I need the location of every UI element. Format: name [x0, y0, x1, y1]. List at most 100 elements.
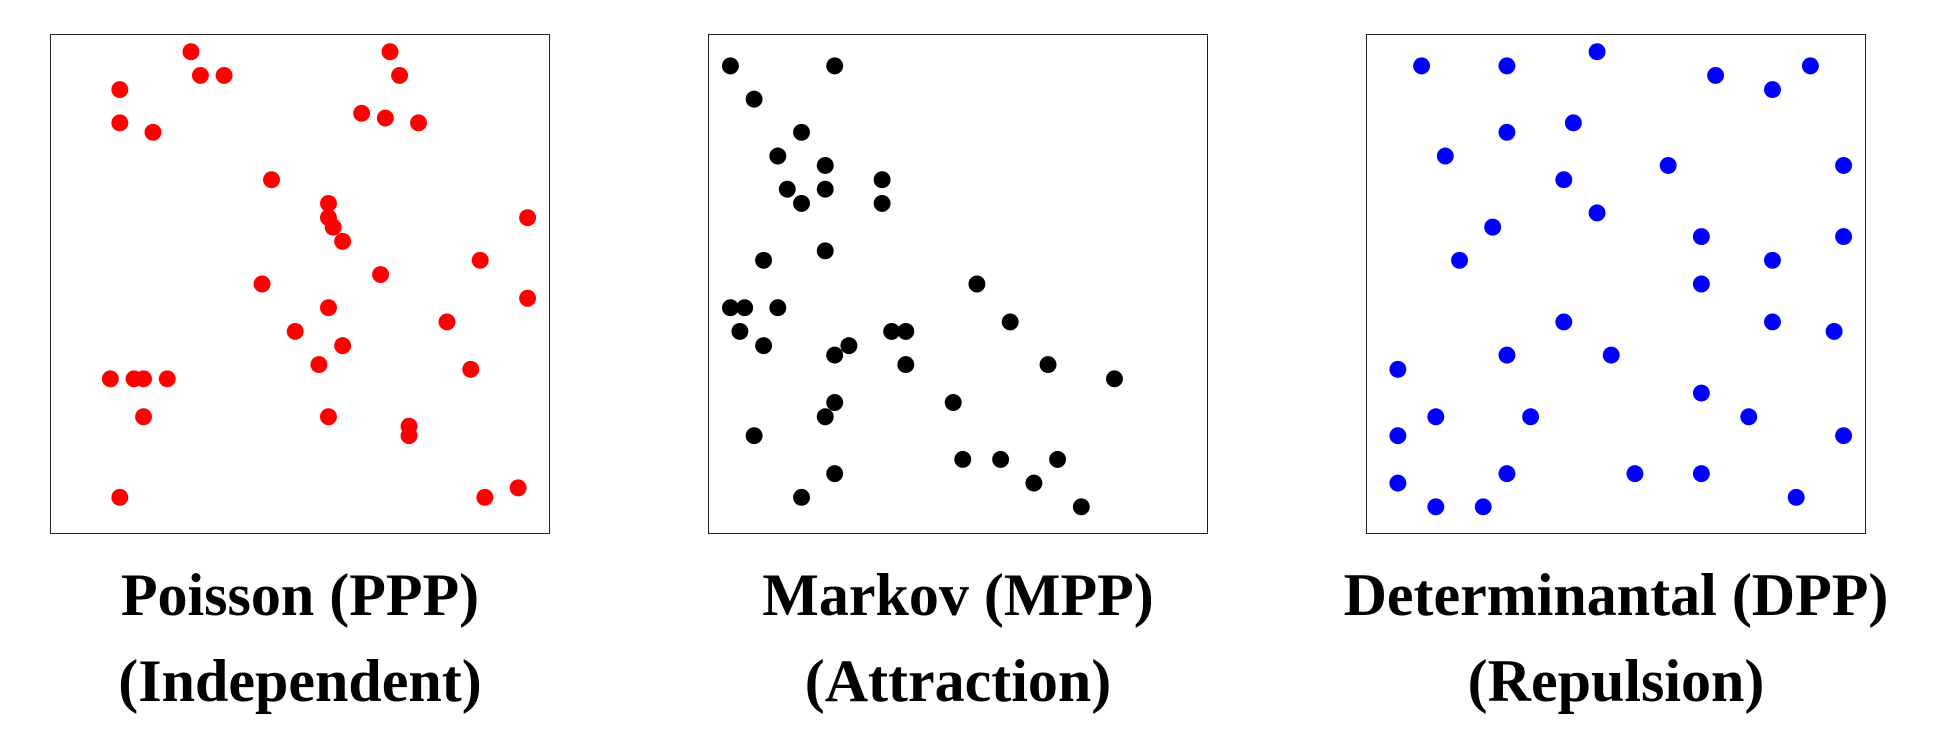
mpp-point-6 — [873, 171, 891, 189]
dpp-point-16 — [1451, 251, 1468, 269]
ppp-point-28 — [135, 370, 152, 388]
mpp-point-19 — [1001, 313, 1019, 331]
dpp-point-35 — [1787, 488, 1805, 506]
mpp-point-18 — [968, 275, 986, 293]
dpp-point-9 — [1555, 171, 1573, 189]
dpp-point-18 — [1692, 275, 1710, 293]
ppp-point-7 — [391, 66, 409, 84]
ppp-point-16 — [372, 266, 390, 284]
mpp-subtitle: (Attraction) — [804, 648, 1112, 714]
dpp-point-33 — [1692, 465, 1710, 483]
dpp-point-15 — [1835, 228, 1853, 246]
ppp-point-20 — [320, 299, 337, 317]
dpp-point-14 — [1692, 228, 1710, 246]
dpp-point-6 — [1498, 123, 1516, 141]
ppp-point-19 — [519, 289, 537, 307]
dpp-point-26 — [1427, 408, 1445, 426]
ppp-point-23 — [334, 337, 352, 355]
dpp-point-34 — [1389, 474, 1407, 492]
dpp-title: Determinantal (DPP) — [1343, 562, 1889, 628]
ppp-point-1 — [191, 66, 209, 84]
ppp-point-34 — [111, 488, 129, 506]
ppp-point-11 — [263, 171, 280, 189]
dpp-point-19 — [1555, 313, 1573, 331]
ppp-point-33 — [400, 427, 418, 445]
mpp-point-30 — [745, 427, 763, 445]
mpp-point-23 — [826, 346, 844, 364]
dpp-point-10 — [1659, 157, 1677, 174]
mpp-point-31 — [954, 450, 972, 468]
dpp-point-29 — [1389, 427, 1407, 445]
ppp-point-5 — [144, 123, 162, 141]
mpp-point-17 — [755, 337, 773, 355]
mpp-point-36 — [793, 488, 810, 506]
ppp-point-37 — [320, 209, 337, 227]
ppp-point-13 — [519, 209, 537, 227]
ppp-point-29 — [158, 370, 176, 388]
ppp-point-10 — [410, 114, 427, 132]
dpp-point-21 — [1825, 322, 1843, 340]
dpp-point-13 — [1484, 218, 1502, 236]
dpp-point-20 — [1764, 313, 1781, 331]
mpp-plot-panel — [708, 34, 1208, 534]
mpp-point-25 — [1039, 356, 1057, 374]
mpp-point-21 — [897, 322, 915, 340]
ppp-point-35 — [476, 488, 494, 506]
mpp-point-1 — [826, 57, 844, 75]
mpp-point-2 — [745, 90, 763, 108]
dpp-point-0 — [1413, 57, 1431, 75]
mpp-point-14 — [736, 299, 754, 317]
mpp-point-34 — [826, 465, 844, 483]
mpp-point-20 — [883, 322, 901, 340]
ppp-point-0 — [182, 43, 200, 61]
dpp-point-36 — [1427, 498, 1445, 516]
ppp-point-2 — [215, 66, 233, 84]
mpp-point-22 — [840, 337, 858, 355]
dpp-point-5 — [1764, 81, 1781, 99]
mpp-point-15 — [769, 299, 787, 317]
ppp-point-22 — [286, 322, 304, 340]
mpp-point-4 — [769, 147, 787, 165]
dpp-point-2 — [1588, 43, 1606, 61]
ppp-point-15 — [334, 232, 352, 250]
mpp-point-32 — [992, 450, 1010, 468]
dpp-point-17 — [1764, 251, 1781, 269]
mpp-scatter-svg — [721, 57, 1123, 516]
mpp-point-26 — [1106, 370, 1123, 388]
dpp-subtitle: (Repulsion) — [1467, 648, 1765, 714]
mpp-point-37 — [1072, 498, 1090, 516]
mpp-point-29 — [944, 394, 962, 411]
ppp-subtitle: (Independent) — [118, 648, 482, 714]
dpp-point-32 — [1626, 465, 1644, 483]
dpp-point-23 — [1602, 346, 1620, 364]
dpp-caption: Determinantal (DPP) (Repulsion) — [1300, 552, 1932, 724]
dpp-point-30 — [1835, 427, 1853, 445]
ppp-point-9 — [353, 104, 371, 122]
dpp-point-27 — [1522, 408, 1540, 426]
dpp-point-28 — [1740, 408, 1758, 426]
ppp-caption: Poisson (PPP) (Independent) — [50, 552, 550, 724]
mpp-point-3 — [793, 123, 810, 141]
dpp-point-8 — [1436, 147, 1454, 165]
dpp-point-25 — [1692, 384, 1710, 402]
mpp-point-27 — [826, 394, 844, 411]
mpp-point-13 — [721, 299, 739, 317]
mpp-point-9 — [816, 180, 834, 198]
mpp-point-8 — [793, 194, 810, 212]
dpp-point-37 — [1474, 498, 1492, 516]
ppp-plot-panel — [50, 34, 550, 534]
ppp-scatter-svg — [101, 43, 537, 506]
dpp-point-31 — [1498, 465, 1516, 483]
mpp-point-7 — [778, 180, 796, 198]
dpp-point-3 — [1707, 66, 1725, 84]
mpp-point-24 — [897, 356, 915, 374]
mpp-point-10 — [873, 194, 891, 212]
ppp-point-12 — [320, 194, 337, 212]
mpp-point-16 — [731, 322, 749, 340]
mpp-point-28 — [816, 408, 834, 426]
mpp-point-33 — [1049, 450, 1067, 468]
ppp-title: Poisson (PPP) — [120, 562, 480, 628]
ppp-point-17 — [471, 251, 489, 269]
ppp-point-36 — [509, 479, 527, 497]
dpp-plot-panel — [1366, 34, 1866, 534]
